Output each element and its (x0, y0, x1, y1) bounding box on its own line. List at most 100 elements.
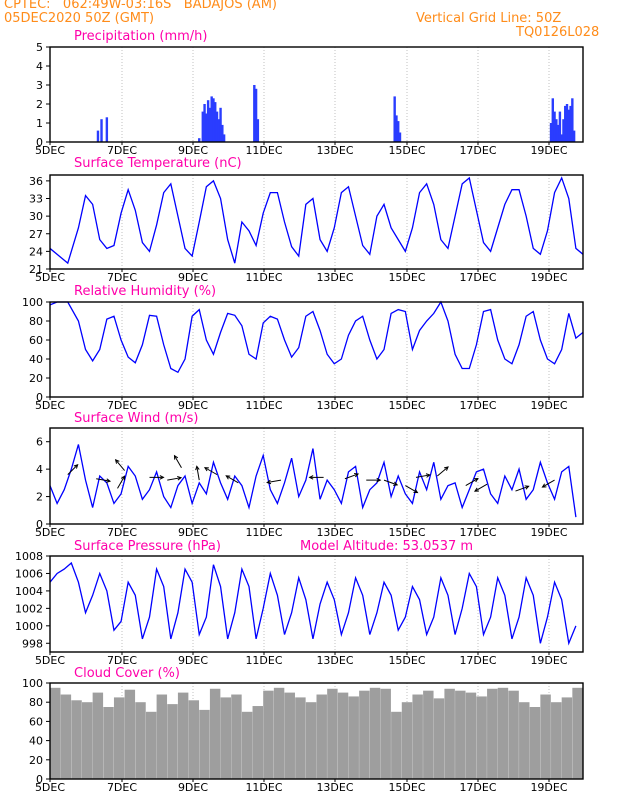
cloud-bar (81, 702, 93, 779)
cloud-bar (188, 700, 200, 779)
cloud-bar (273, 687, 285, 779)
wind-vector-head (354, 472, 360, 478)
precip-bar (96, 130, 100, 142)
pressure-date-label: 5DEC (35, 654, 65, 667)
precip-date-label: 17DEC (459, 144, 496, 157)
wind-date-label: 7DEC (107, 526, 137, 539)
precip-bar (198, 138, 201, 142)
cloud-bar (71, 700, 82, 779)
temp-ytick-label: 21 (29, 263, 43, 276)
cloud-bar (465, 692, 477, 779)
cloud-bar (497, 687, 509, 779)
cloud-bar (412, 694, 423, 779)
wind-vector (196, 466, 200, 481)
rh-date-label: 5DEC (35, 399, 65, 412)
header-location: CPTEC: 062:49W-03:16S BADAJOS (AM) (4, 0, 277, 12)
cloud-bar (551, 702, 562, 779)
wind-vector (436, 466, 449, 477)
cloud-bar (327, 688, 338, 779)
cloud-bar (113, 697, 125, 779)
precip-bar (215, 111, 219, 142)
wind-vector-head (114, 458, 120, 464)
wind-vector-head (425, 473, 431, 478)
cloud-ytick-label: 60 (29, 715, 43, 728)
wind-vector (267, 479, 282, 484)
temp-ytick-label: 36 (29, 175, 43, 188)
temp-date-label: 19DEC (530, 271, 567, 284)
cloud-date-label: 19DEC (530, 781, 567, 794)
cloud-bar (199, 709, 210, 779)
cloud-bar (380, 688, 391, 779)
cloud-bar (561, 697, 573, 779)
precip-bar (214, 102, 217, 142)
cloud-date-label: 5DEC (35, 781, 65, 794)
wind-vector (515, 485, 529, 492)
wind-vector-head (73, 463, 79, 469)
cloud-bar (476, 696, 487, 779)
wind-vector (117, 475, 125, 489)
rh-series-line (49, 300, 584, 374)
pressure-date-label: 13DEC (316, 654, 353, 667)
precip-bar (564, 105, 567, 142)
cloud-bar (359, 690, 370, 779)
precip-bar (206, 100, 210, 142)
cloud-bar (423, 690, 434, 779)
precip-bar (253, 85, 256, 142)
wind-vector (344, 473, 359, 480)
pressure-ytick-label: 1006 (15, 567, 43, 580)
wind-date-label: 19DEC (530, 526, 567, 539)
precip-bar (219, 107, 222, 142)
precip-bar (203, 104, 206, 142)
pressure-date-label: 17DEC (459, 654, 496, 667)
pressure-date-label: 19DEC (530, 654, 567, 667)
wind-vector (542, 479, 555, 488)
rh-date-label: 13DEC (316, 399, 353, 412)
wind-vector (383, 479, 398, 486)
pressure-ytick-label: 1008 (15, 550, 43, 563)
precip-bar (555, 119, 558, 142)
precip-date-label: 15DEC (388, 144, 425, 157)
precip-bar (569, 105, 572, 142)
precip-bar (105, 117, 109, 142)
pressure-ytick-label: 998 (22, 637, 43, 650)
cloud-bar (241, 711, 253, 779)
precip-ytick-label: 3 (36, 79, 43, 92)
wind-title: Surface Wind (m/s) (74, 411, 199, 426)
model-altitude: Model Altitude: 53.0537 m (300, 539, 474, 554)
wind-vector-head (541, 483, 547, 488)
cloud-bar (220, 697, 232, 779)
precip-bar (572, 130, 576, 142)
precip-bar (567, 109, 570, 142)
cloud-bar (519, 702, 530, 779)
cloud-date-label: 17DEC (459, 781, 496, 794)
precip-bar (221, 124, 224, 142)
rh-ytick-label: 0 (36, 391, 43, 404)
precip-bar (205, 113, 208, 142)
temp-ytick-label: 30 (29, 210, 43, 223)
precip-ytick-label: 5 (36, 41, 43, 54)
cloud-date-label: 15DEC (388, 781, 425, 794)
precip-date-label: 13DEC (316, 144, 353, 157)
precip-ytick-label: 1 (36, 117, 43, 130)
cloud-bar (433, 698, 445, 779)
wind-vector-head (393, 481, 399, 486)
wind-vector-head (444, 466, 449, 471)
cloud-ytick-label: 20 (29, 754, 43, 767)
cloud-title: Cloud Cover (%) (74, 666, 180, 681)
wind-vector-head (203, 467, 209, 472)
precip-bar (560, 134, 563, 142)
cloud-bar (60, 694, 72, 779)
cloud-bar (529, 707, 541, 779)
precip-bar (222, 134, 226, 142)
cloud-bar (305, 702, 317, 779)
cloud-bar (401, 702, 413, 779)
wind-vector (225, 475, 239, 484)
precip-bar (208, 107, 212, 142)
wind-frame (49, 427, 584, 525)
cloud-date-label: 11DEC (245, 781, 282, 794)
precip-bar (395, 115, 398, 142)
cloud-bar (209, 688, 221, 779)
wind-vector (115, 459, 126, 471)
rh-frame (49, 301, 584, 398)
wind-date-label: 17DEC (459, 526, 496, 539)
